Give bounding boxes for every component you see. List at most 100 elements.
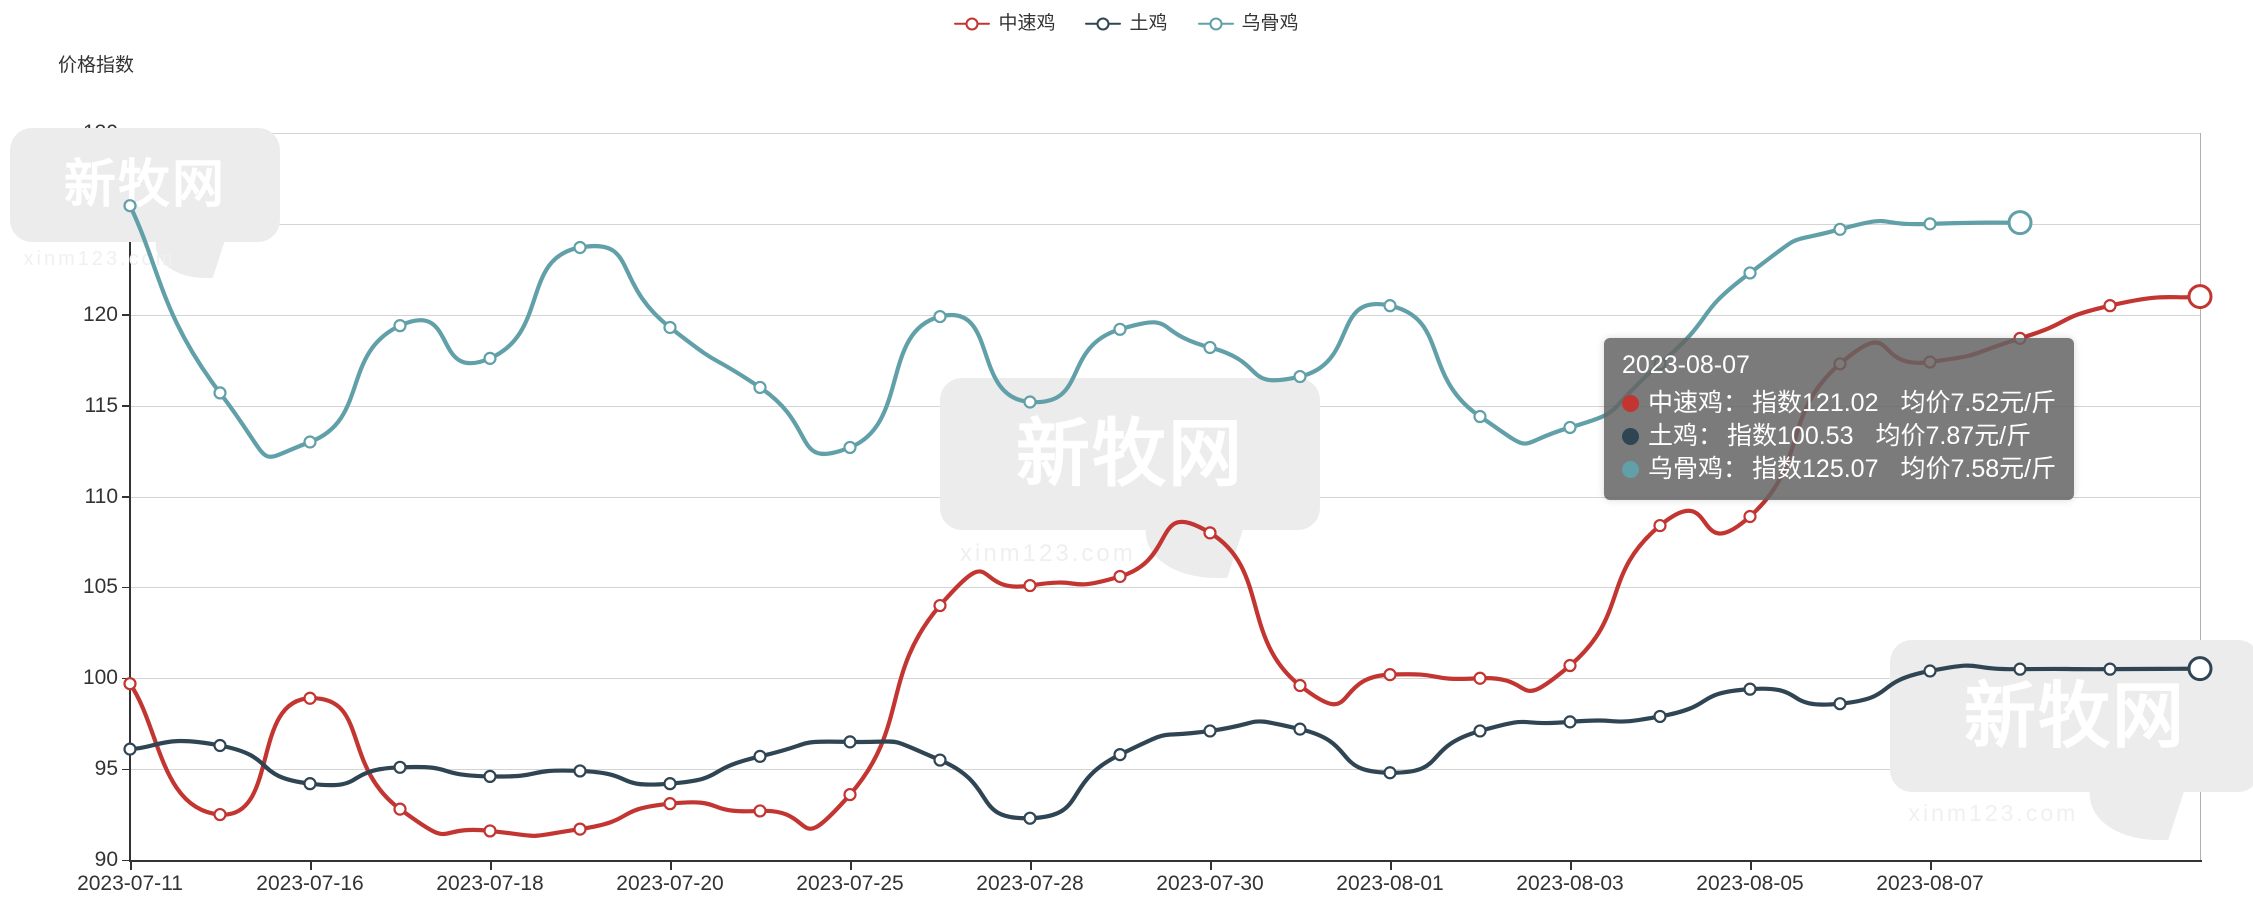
series-point[interactable] bbox=[1113, 569, 1127, 584]
y-axis-tick-label: 90 bbox=[94, 848, 118, 871]
series-point[interactable] bbox=[2103, 662, 2117, 676]
series-point[interactable] bbox=[1383, 299, 1397, 313]
series-point[interactable] bbox=[2013, 662, 2027, 676]
tooltip-series-price: 均价7.52元/斤 bbox=[1900, 389, 2057, 418]
series-point[interactable] bbox=[213, 386, 227, 400]
series-point[interactable] bbox=[1833, 222, 1847, 236]
series-point[interactable] bbox=[1203, 724, 1217, 738]
series-point[interactable] bbox=[303, 777, 317, 791]
series-point[interactable] bbox=[753, 804, 767, 818]
series-point[interactable] bbox=[213, 738, 227, 753]
series-point[interactable] bbox=[843, 787, 857, 802]
y-axis-tick-label: 110 bbox=[84, 484, 118, 508]
series-point[interactable] bbox=[1113, 322, 1127, 336]
series-point[interactable] bbox=[663, 320, 677, 335]
series-point[interactable] bbox=[1023, 395, 1037, 409]
series-point[interactable] bbox=[393, 802, 407, 816]
series-point[interactable] bbox=[1473, 724, 1487, 738]
series-point[interactable] bbox=[1383, 668, 1397, 682]
grid-line-horizontal bbox=[130, 133, 2200, 134]
axis-pointer-line bbox=[2200, 133, 2201, 860]
series-point[interactable] bbox=[663, 777, 677, 791]
x-axis-tick bbox=[1390, 862, 1392, 870]
series-point[interactable] bbox=[393, 319, 407, 333]
series-point[interactable] bbox=[843, 440, 857, 455]
tooltip-series-name: 中速鸡： bbox=[1648, 389, 1749, 418]
legend-marker-icon bbox=[954, 15, 991, 33]
tooltip-row-2: 土鸡： 指数100.53 均价7.87元/斤 bbox=[1622, 420, 2056, 453]
legend-item-3[interactable]: 乌骨鸡 bbox=[1197, 13, 1299, 34]
series-point[interactable] bbox=[123, 199, 137, 213]
tooltip-series-dot-icon bbox=[1622, 395, 1639, 413]
series-point[interactable] bbox=[1653, 709, 1667, 724]
series-point[interactable] bbox=[573, 240, 587, 255]
series-point[interactable] bbox=[2103, 299, 2117, 313]
series-point[interactable] bbox=[573, 822, 587, 836]
y-axis-tick bbox=[122, 405, 130, 407]
series-point[interactable] bbox=[1923, 664, 1937, 678]
y-axis-tick bbox=[122, 496, 130, 498]
series-point[interactable] bbox=[1293, 722, 1307, 736]
legend-label: 中速鸡 bbox=[998, 13, 1056, 34]
series-point[interactable] bbox=[1113, 747, 1127, 762]
legend-circle-icon bbox=[1096, 17, 1110, 30]
series-point[interactable] bbox=[1473, 409, 1487, 424]
series-point[interactable] bbox=[1383, 766, 1397, 780]
legend-label: 乌骨鸡 bbox=[1241, 13, 1299, 34]
series-point[interactable] bbox=[1293, 678, 1307, 693]
legend-item-1[interactable]: 中速鸡 bbox=[954, 14, 1055, 33]
series-point[interactable] bbox=[1833, 697, 1847, 711]
x-axis-tick bbox=[850, 862, 852, 870]
series-point[interactable] bbox=[1293, 369, 1307, 384]
series-point[interactable] bbox=[483, 824, 497, 838]
series-point-highlighted[interactable] bbox=[2187, 656, 2213, 682]
series-point[interactable] bbox=[483, 351, 497, 365]
series-point[interactable] bbox=[1023, 578, 1037, 593]
x-axis-tick bbox=[490, 862, 492, 870]
series-point-highlighted[interactable] bbox=[2187, 284, 2213, 310]
x-axis-line bbox=[130, 860, 2202, 862]
series-point[interactable] bbox=[1203, 526, 1217, 540]
series-point-highlighted[interactable] bbox=[2007, 210, 2033, 236]
series-point[interactable] bbox=[753, 749, 767, 764]
tooltip-title: 2023-08-07 bbox=[1622, 351, 1750, 379]
x-axis-tick bbox=[130, 862, 132, 870]
series-point[interactable] bbox=[213, 807, 227, 822]
x-axis-tick-label: 2023-07-18 bbox=[436, 872, 544, 895]
series-point[interactable] bbox=[393, 760, 407, 774]
series-point[interactable] bbox=[1473, 671, 1487, 685]
x-axis-tick bbox=[1930, 862, 1932, 870]
grid-line-horizontal bbox=[130, 314, 2200, 316]
series-point[interactable] bbox=[843, 735, 857, 749]
x-axis-tick-label: 2023-07-16 bbox=[256, 872, 364, 895]
series-point[interactable] bbox=[1563, 658, 1577, 673]
series-point[interactable] bbox=[483, 769, 497, 784]
series-point[interactable] bbox=[573, 764, 587, 778]
series-point[interactable] bbox=[303, 435, 317, 449]
series-point[interactable] bbox=[123, 742, 137, 756]
series-point[interactable] bbox=[1923, 217, 1937, 231]
y-axis-tick-label: 95 bbox=[94, 757, 118, 781]
series-point[interactable] bbox=[303, 691, 317, 705]
series-point[interactable] bbox=[1743, 682, 1757, 696]
series-point[interactable] bbox=[1023, 811, 1037, 825]
series-point[interactable] bbox=[1653, 518, 1667, 533]
series-point[interactable] bbox=[933, 753, 947, 767]
series-point[interactable] bbox=[753, 380, 767, 395]
series-point[interactable] bbox=[933, 309, 947, 324]
x-axis-tick bbox=[670, 862, 672, 870]
series-point[interactable] bbox=[1743, 266, 1757, 280]
series-point[interactable] bbox=[663, 797, 677, 811]
series-point[interactable] bbox=[1203, 340, 1217, 355]
series-point[interactable] bbox=[1743, 509, 1757, 524]
series-point[interactable] bbox=[933, 598, 947, 613]
legend-label: 土鸡 bbox=[1129, 13, 1168, 34]
y-axis-tick bbox=[122, 768, 130, 771]
tooltip-series-index: 指数121.02 bbox=[1752, 389, 1879, 418]
tooltip-series-dot-icon bbox=[1622, 428, 1639, 446]
series-point[interactable] bbox=[1563, 420, 1577, 435]
series-point[interactable] bbox=[1563, 715, 1577, 729]
x-axis-tick-label: 2023-08-01 bbox=[1336, 872, 1444, 895]
series-point[interactable] bbox=[123, 677, 137, 691]
legend-item-2[interactable]: 土鸡 bbox=[1085, 13, 1168, 34]
